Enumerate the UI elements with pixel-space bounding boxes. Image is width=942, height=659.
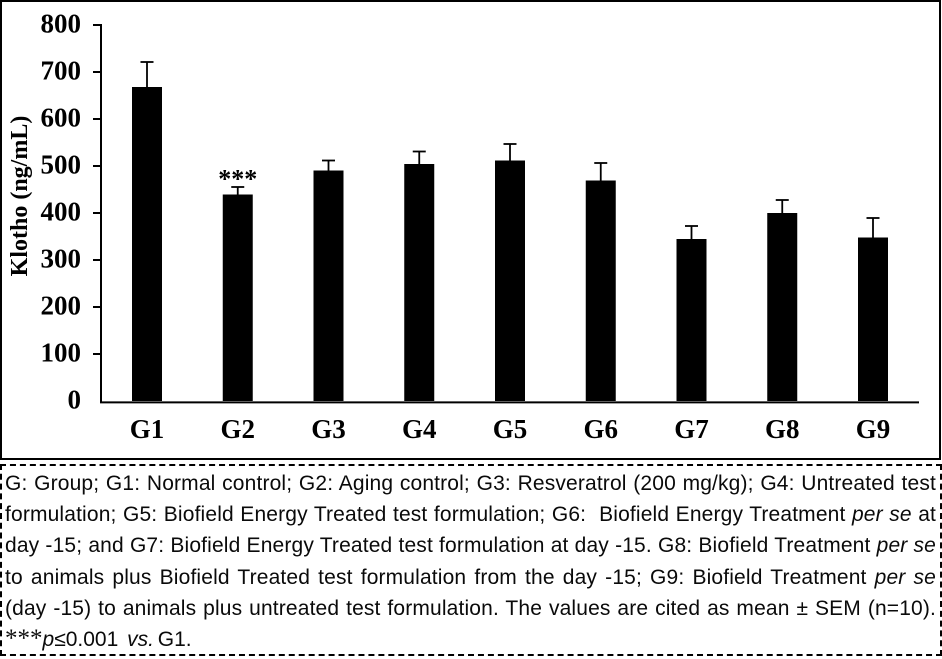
svg-text:G1: G1	[130, 414, 165, 444]
svg-text:700: 700	[41, 56, 82, 86]
svg-text:G2: G2	[220, 414, 255, 444]
svg-text:G6: G6	[583, 414, 618, 444]
svg-text:G5: G5	[493, 414, 528, 444]
svg-text:300: 300	[41, 244, 82, 274]
svg-text:G8: G8	[765, 414, 800, 444]
svg-text:800: 800	[41, 9, 82, 39]
svg-text:400: 400	[41, 197, 82, 227]
svg-text:100: 100	[41, 338, 82, 368]
svg-text:G3: G3	[311, 414, 346, 444]
svg-text:600: 600	[41, 103, 82, 133]
svg-text:G9: G9	[856, 414, 891, 444]
svg-text:500: 500	[41, 150, 82, 180]
svg-text:0: 0	[68, 385, 82, 415]
svg-text:200: 200	[41, 291, 82, 321]
svg-text:G4: G4	[402, 414, 437, 444]
svg-text:Klotho (ng/mL): Klotho (ng/mL)	[7, 116, 33, 277]
svg-text:***: ***	[218, 165, 257, 194]
svg-text:G7: G7	[674, 414, 709, 444]
